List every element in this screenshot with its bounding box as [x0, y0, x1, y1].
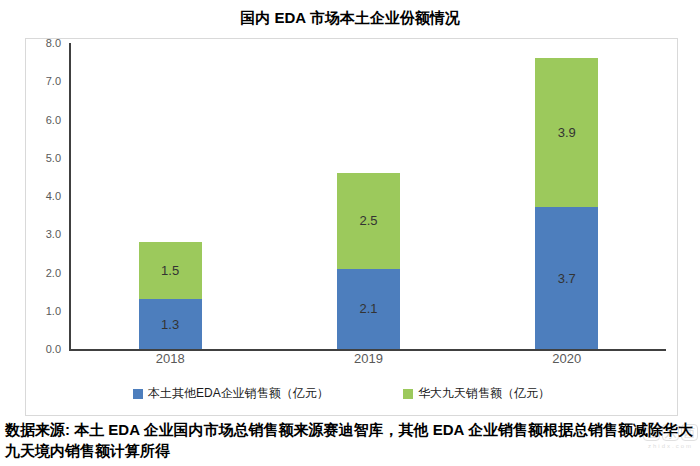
chart-frame: 0.0 1.0 2.0 3.0 4.0 5.0 6.0 7.0 8.0 1.3 1.5 2.1 2.5…	[25, 38, 678, 416]
bar-value-label: 3.7	[558, 271, 576, 286]
y-tick-label: 7.0	[26, 74, 61, 88]
legend-swatch	[133, 389, 143, 399]
bar-value-label: 1.5	[161, 263, 179, 278]
bar-value-label: 2.1	[359, 301, 377, 316]
y-tick-label: 8.0	[26, 36, 61, 50]
legend-label: 华大九天销售额（亿元）	[418, 385, 550, 402]
source-note: 数据来源: 本土 EDA 企业国内市场总销售额来源赛迪智库，其他 EDA 企业销…	[5, 419, 698, 461]
y-tick-label: 2.0	[26, 266, 61, 280]
bar-value-label: 2.5	[359, 213, 377, 228]
x-tick-label: 2020	[552, 351, 581, 366]
legend: 本土其他EDA企业销售额（亿元） 华大九天销售额（亿元）	[26, 385, 677, 403]
chart-title: 国内 EDA 市场本土企业份额情况	[0, 9, 700, 28]
bar-segment: 3.9	[535, 58, 598, 207]
y-tick-label: 6.0	[26, 113, 61, 127]
y-tick-label: 5.0	[26, 151, 61, 165]
bar-value-label: 3.9	[558, 125, 576, 140]
x-axis-labels: 2018 2019 2020	[71, 351, 666, 371]
y-tick-label: 0.0	[26, 342, 61, 356]
x-tick-label: 2019	[354, 351, 383, 366]
legend-label: 本土其他EDA企业销售额（亿元）	[148, 385, 329, 402]
y-tick-label: 1.0	[26, 304, 61, 318]
plot-area: 1.3 1.5 2.1 2.5 3.7 3.9	[69, 43, 666, 351]
bar-segment: 3.7	[535, 207, 598, 349]
legend-swatch	[403, 389, 413, 399]
bar-segment: 2.1	[337, 269, 400, 349]
y-tick-label: 4.0	[26, 189, 61, 203]
legend-item: 华大九天销售额（亿元）	[403, 385, 550, 402]
bar-segment: 2.5	[337, 173, 400, 269]
y-axis-tick-labels: 0.01.02.03.04.05.06.07.08.0	[26, 43, 61, 349]
chart-page: { "page": { "title": "国内 EDA 市场本土企业份额情况"…	[0, 0, 700, 466]
bar-segment: 1.5	[139, 242, 202, 299]
legend-item: 本土其他EDA企业销售额（亿元）	[133, 385, 329, 402]
x-tick-label: 2018	[156, 351, 185, 366]
bar-value-label: 1.3	[161, 317, 179, 332]
y-tick-label: 3.0	[26, 227, 61, 241]
bar-segment: 1.3	[139, 299, 202, 349]
